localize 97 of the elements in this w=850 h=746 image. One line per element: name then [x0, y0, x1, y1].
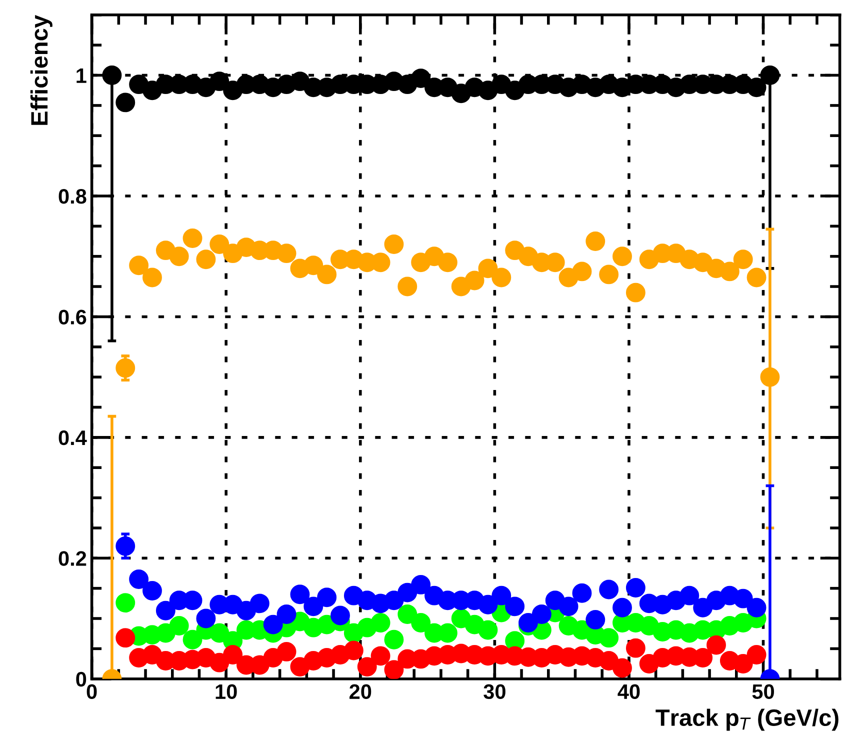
point [626, 282, 646, 302]
point [599, 628, 619, 648]
point [129, 256, 149, 276]
point [626, 638, 646, 658]
x-tick-label: 40 [618, 684, 640, 700]
y-tick-label: 1 [76, 68, 86, 83]
x-axis-title: Track p$_{T}$ (GeV/c) [656, 708, 838, 731]
point [276, 244, 296, 264]
point [706, 635, 726, 655]
point [210, 623, 230, 643]
point [478, 594, 498, 614]
point [156, 600, 176, 620]
point [733, 250, 753, 270]
point [250, 594, 270, 614]
point [210, 234, 230, 254]
point [760, 367, 780, 387]
point [384, 590, 404, 610]
y-tick-label: 0.6 [58, 310, 86, 324]
point [210, 652, 230, 672]
point [612, 246, 632, 266]
point [599, 264, 619, 284]
point [558, 596, 578, 616]
y-axis-title: Efficiency [30, 15, 52, 125]
point [317, 588, 337, 608]
point [263, 614, 283, 634]
point [116, 628, 136, 648]
point [411, 574, 431, 594]
point [733, 588, 753, 608]
point [680, 586, 700, 606]
point [169, 246, 189, 266]
point [317, 264, 337, 284]
point [398, 604, 418, 624]
point [142, 581, 162, 600]
point [586, 232, 606, 251]
point [116, 536, 136, 556]
point [572, 583, 592, 603]
point [626, 578, 646, 598]
point [330, 606, 350, 626]
point [599, 580, 619, 600]
point [304, 256, 324, 276]
point [384, 630, 404, 650]
point [478, 620, 498, 640]
point [532, 604, 552, 624]
point [464, 270, 484, 290]
point [142, 268, 162, 288]
point [182, 630, 202, 650]
point [760, 66, 780, 85]
point [746, 644, 766, 664]
x-tick-label: 0 [86, 684, 97, 700]
point [116, 593, 136, 613]
point [572, 262, 592, 282]
point [586, 610, 606, 630]
point [411, 68, 431, 88]
point [505, 596, 525, 616]
y-tick-label: 0 [76, 672, 86, 687]
x-tick-label: 10 [216, 684, 237, 700]
point [492, 268, 512, 288]
point [276, 604, 296, 624]
point [612, 598, 632, 618]
x-tick-label: 50 [752, 684, 774, 700]
point [612, 658, 632, 678]
point [116, 358, 136, 378]
point [210, 72, 230, 92]
y-tick-label: 0.2 [58, 551, 86, 566]
point [129, 570, 149, 589]
point [116, 92, 136, 112]
point [398, 276, 418, 296]
point [746, 598, 766, 618]
point [357, 657, 377, 677]
x-tick-label: 20 [350, 684, 372, 700]
y-tick-label: 0.4 [58, 430, 87, 446]
point [223, 644, 243, 664]
point [384, 234, 404, 254]
point [384, 660, 404, 679]
point [276, 642, 296, 662]
point [746, 268, 766, 288]
point [182, 228, 202, 248]
point [492, 586, 512, 606]
point [169, 616, 189, 636]
point [370, 613, 390, 632]
point [733, 654, 753, 674]
point [438, 252, 458, 272]
point [196, 250, 216, 270]
y-tick-label: 0.8 [58, 188, 86, 204]
point [411, 613, 431, 632]
x-tick-label: 30 [484, 684, 506, 700]
point [290, 584, 310, 604]
point [102, 66, 122, 85]
point [304, 596, 324, 616]
point [746, 78, 766, 98]
point [344, 640, 364, 660]
point [518, 613, 538, 632]
point [478, 258, 498, 278]
point [196, 608, 216, 628]
point [720, 262, 740, 282]
point [370, 646, 390, 666]
point [398, 582, 418, 602]
